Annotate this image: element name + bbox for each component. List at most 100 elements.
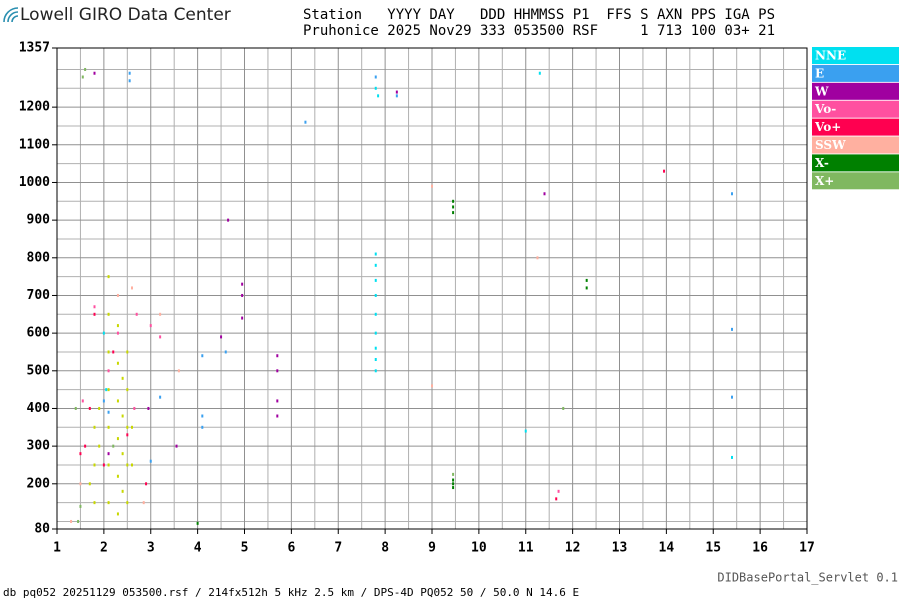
echo-point: [452, 199, 455, 203]
echo-point: [112, 350, 115, 354]
echo-point: [135, 312, 138, 316]
echo-point: [374, 75, 377, 79]
echo-point: [84, 444, 87, 448]
echo-point: [374, 331, 377, 335]
legend-label: X-: [815, 156, 829, 170]
y-tick-label: 1200: [19, 100, 50, 115]
echo-point: [107, 350, 110, 354]
echo-point: [731, 455, 733, 459]
legend-label: Vo+: [814, 120, 841, 134]
echo-point: [452, 478, 455, 482]
y-tick-label: 80: [34, 522, 50, 537]
legend-label: NNE: [815, 49, 846, 63]
echo-point: [538, 71, 541, 75]
echo-point: [175, 444, 178, 448]
echo-point: [116, 399, 119, 403]
echo-point: [201, 414, 204, 418]
echo-point: [431, 184, 433, 188]
x-tick-label: 17: [799, 541, 815, 556]
echo-point: [116, 512, 119, 516]
echo-point: [452, 205, 455, 209]
x-tick-label: 11: [518, 541, 534, 556]
x-tick-label: 5: [241, 541, 249, 556]
echo-point: [116, 324, 119, 328]
echo-point: [374, 278, 377, 282]
echo-point: [88, 406, 91, 410]
echo-point: [81, 75, 84, 79]
echo-point: [374, 86, 377, 90]
echo-point: [452, 482, 455, 486]
echo-point: [79, 504, 82, 508]
x-tick-label: 4: [194, 541, 202, 556]
y-tick-label: 700: [27, 288, 51, 303]
echo-point: [126, 501, 129, 505]
echo-point: [126, 463, 129, 467]
x-tick-label: 16: [752, 541, 768, 556]
x-tick-label: 1: [53, 541, 61, 556]
echo-point: [116, 331, 119, 335]
echo-point: [107, 275, 110, 279]
echo-point: [374, 312, 377, 316]
echo-point: [107, 388, 110, 392]
echo-point: [116, 437, 119, 441]
echo-point: [149, 324, 152, 328]
echo-point: [585, 286, 588, 290]
legend-swatch: [812, 64, 899, 82]
echo-point: [93, 425, 96, 429]
x-tick-label: 7: [334, 541, 342, 556]
echo-point: [224, 350, 227, 354]
echo-point: [374, 263, 377, 267]
y-tick-label: 500: [27, 363, 51, 378]
echo-point: [562, 406, 565, 410]
y-tick-label: 1100: [19, 137, 50, 152]
legend-label: X+: [815, 174, 834, 188]
echo-point: [201, 425, 204, 429]
echo-point: [116, 293, 119, 297]
echo-point: [126, 425, 129, 429]
echo-point: [70, 519, 73, 523]
echo-point: [77, 519, 80, 523]
echo-point: [731, 192, 733, 196]
echo-point: [374, 346, 377, 350]
echo-point: [79, 452, 82, 456]
echo-point: [142, 501, 145, 505]
echo-point: [201, 354, 204, 358]
echo-point: [731, 327, 733, 331]
y-tick-label: 1357: [19, 41, 50, 56]
logo: [3, 7, 19, 23]
echo-point: [116, 474, 119, 478]
footer-servlet: DIDBasePortal_Servlet 0.1: [717, 571, 898, 585]
echo-point: [84, 67, 87, 71]
echo-point: [220, 335, 223, 339]
echo-point: [93, 312, 96, 316]
echo-point: [131, 425, 133, 429]
echo-point: [121, 489, 124, 493]
echo-point: [116, 361, 119, 365]
echo-point: [93, 305, 96, 309]
echo-point: [107, 410, 110, 414]
echo-point: [276, 354, 279, 358]
legend-label: Vo-: [814, 102, 836, 116]
y-tick-label: 800: [27, 250, 51, 265]
echo-point: [431, 384, 433, 388]
echo-point: [126, 350, 129, 354]
echo-point: [241, 282, 244, 286]
echo-point: [536, 256, 539, 260]
echo-point: [107, 425, 110, 429]
echo-point: [543, 192, 546, 196]
echo-point: [585, 278, 588, 282]
x-tick-label: 3: [147, 541, 155, 556]
echo-point: [93, 463, 96, 467]
echo-point: [395, 90, 398, 94]
legend-swatch: [812, 154, 899, 172]
echo-point: [79, 482, 82, 486]
y-tick-label: 900: [27, 213, 51, 228]
x-tick-label: 14: [659, 541, 675, 556]
echo-point: [107, 463, 110, 467]
echo-point: [121, 452, 124, 456]
y-tick-label: 400: [27, 401, 51, 416]
y-tick-label: 300: [27, 439, 51, 454]
legend-label: SSW: [815, 138, 846, 152]
